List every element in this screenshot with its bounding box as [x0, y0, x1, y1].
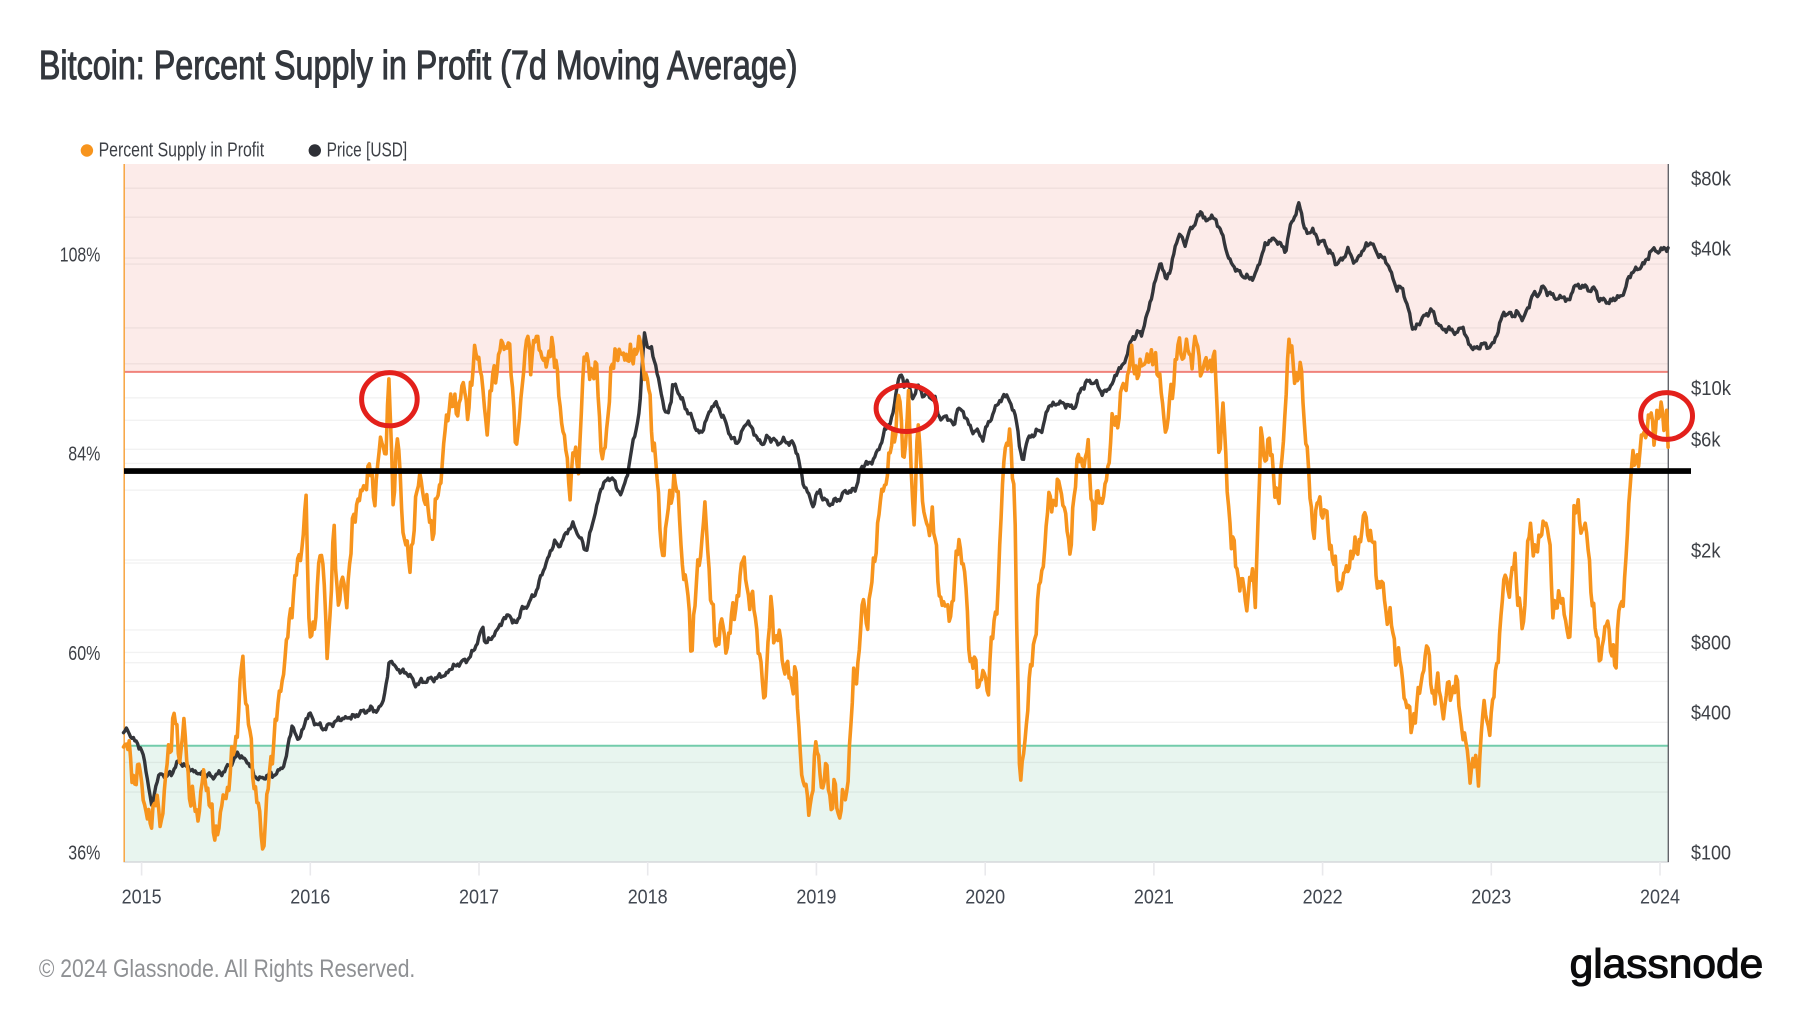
svg-text:2019: 2019 — [796, 886, 836, 908]
svg-text:$2k: $2k — [1691, 540, 1721, 562]
svg-text:$80k: $80k — [1691, 169, 1732, 191]
svg-text:36%: 36% — [68, 842, 100, 864]
svg-text:2016: 2016 — [290, 886, 330, 908]
svg-text:2021: 2021 — [1134, 886, 1174, 908]
svg-text:$100: $100 — [1691, 842, 1731, 864]
svg-text:Bitcoin: Percent Supply in Pro: Bitcoin: Percent Supply in Profit (7d Mo… — [39, 42, 798, 88]
svg-text:108%: 108% — [60, 244, 101, 266]
svg-text:84%: 84% — [68, 444, 100, 466]
svg-text:© 2024 Glassnode. All Rights R: © 2024 Glassnode. All Rights Reserved. — [39, 955, 415, 983]
svg-text:$6k: $6k — [1691, 430, 1721, 452]
svg-text:$800: $800 — [1691, 633, 1731, 655]
svg-text:Price [USD]: Price [USD] — [327, 140, 408, 162]
svg-text:Percent Supply in Profit: Percent Supply in Profit — [99, 140, 265, 162]
svg-text:2024: 2024 — [1640, 886, 1680, 908]
svg-text:2015: 2015 — [122, 886, 162, 908]
svg-text:2022: 2022 — [1303, 886, 1343, 908]
svg-text:2020: 2020 — [965, 886, 1005, 908]
svg-text:$400: $400 — [1691, 703, 1731, 725]
svg-text:$40k: $40k — [1691, 238, 1732, 260]
svg-text:2023: 2023 — [1471, 886, 1511, 908]
svg-text:2017: 2017 — [459, 886, 499, 908]
svg-text:$10k: $10k — [1691, 378, 1732, 400]
svg-text:60%: 60% — [68, 643, 100, 665]
svg-text:2018: 2018 — [628, 886, 668, 908]
svg-text:glassnode: glassnode — [1570, 941, 1764, 987]
